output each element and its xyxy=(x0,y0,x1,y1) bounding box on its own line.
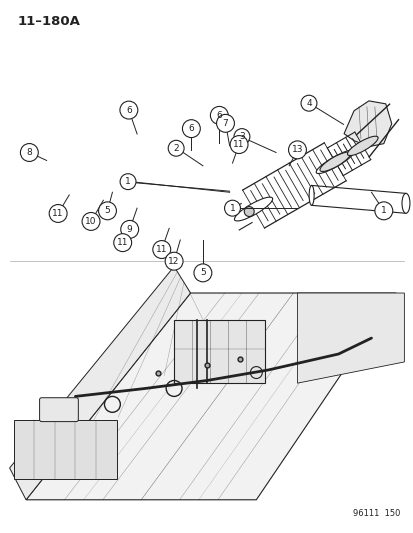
Text: 13: 13 xyxy=(291,146,302,155)
Circle shape xyxy=(244,207,254,216)
Circle shape xyxy=(165,252,183,270)
Circle shape xyxy=(216,115,234,132)
Circle shape xyxy=(224,200,240,216)
Text: 3: 3 xyxy=(238,132,244,141)
Circle shape xyxy=(374,202,392,220)
Circle shape xyxy=(120,101,138,119)
Ellipse shape xyxy=(234,197,272,221)
Text: 1: 1 xyxy=(125,177,131,186)
Polygon shape xyxy=(297,293,404,383)
Circle shape xyxy=(120,174,135,190)
Circle shape xyxy=(82,213,100,230)
Polygon shape xyxy=(174,319,264,383)
Text: 2: 2 xyxy=(173,144,178,153)
Circle shape xyxy=(114,233,131,252)
Text: 11: 11 xyxy=(233,140,244,149)
Text: 11–180A: 11–180A xyxy=(18,14,81,28)
Text: 12: 12 xyxy=(168,257,179,265)
Text: 5: 5 xyxy=(199,268,205,277)
Text: 6: 6 xyxy=(126,106,131,115)
Circle shape xyxy=(152,240,170,259)
Circle shape xyxy=(288,141,306,159)
Circle shape xyxy=(168,140,184,156)
Ellipse shape xyxy=(319,152,350,172)
Text: 1: 1 xyxy=(380,206,386,215)
Circle shape xyxy=(210,107,228,124)
Text: 8: 8 xyxy=(26,148,32,157)
Text: 11: 11 xyxy=(52,209,64,218)
Polygon shape xyxy=(9,266,190,500)
Text: 11: 11 xyxy=(116,238,128,247)
Text: 6: 6 xyxy=(216,111,222,120)
Text: 5: 5 xyxy=(104,206,110,215)
Text: 96111  150: 96111 150 xyxy=(352,510,399,519)
Circle shape xyxy=(20,143,38,161)
Circle shape xyxy=(182,120,200,138)
Text: 4: 4 xyxy=(306,99,311,108)
Text: 6: 6 xyxy=(188,124,194,133)
Ellipse shape xyxy=(316,150,354,174)
Ellipse shape xyxy=(309,185,313,205)
Text: 10: 10 xyxy=(85,217,97,226)
Circle shape xyxy=(49,205,67,222)
Circle shape xyxy=(193,264,211,282)
Circle shape xyxy=(121,221,138,238)
Text: 9: 9 xyxy=(126,225,132,234)
Text: 1: 1 xyxy=(229,204,235,213)
Circle shape xyxy=(233,128,249,144)
Ellipse shape xyxy=(401,193,409,213)
Polygon shape xyxy=(14,420,116,479)
Polygon shape xyxy=(26,293,395,500)
Polygon shape xyxy=(343,101,391,147)
Circle shape xyxy=(98,202,116,220)
Text: 7: 7 xyxy=(222,119,228,128)
Text: 11: 11 xyxy=(156,245,167,254)
Ellipse shape xyxy=(347,136,377,156)
FancyBboxPatch shape xyxy=(40,398,78,422)
Circle shape xyxy=(230,135,247,154)
Circle shape xyxy=(300,95,316,111)
